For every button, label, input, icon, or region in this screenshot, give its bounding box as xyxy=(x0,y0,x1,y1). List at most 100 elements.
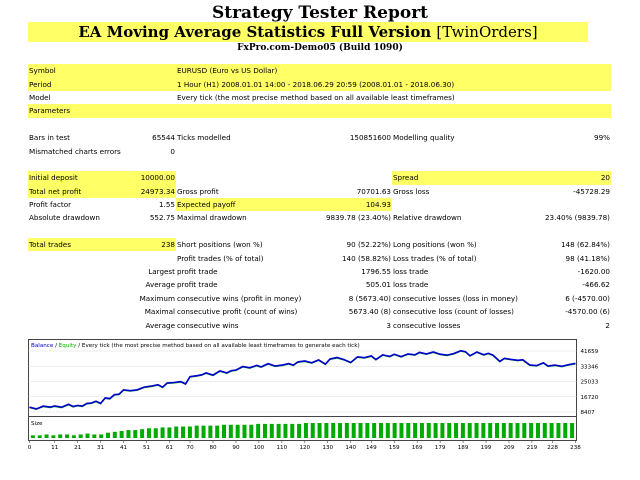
size-bar xyxy=(344,423,349,438)
size-bar xyxy=(563,423,568,438)
x-tick-label: 11 xyxy=(51,445,59,451)
size-bar xyxy=(413,423,418,438)
largest-loss-value: -1620.00 xyxy=(577,267,610,277)
mismatch-value: 0 xyxy=(170,146,175,156)
x-tick-label: 120 xyxy=(299,445,310,451)
size-bar xyxy=(549,423,554,438)
size-bar xyxy=(303,423,308,438)
size-bars xyxy=(30,423,575,438)
size-bar xyxy=(105,432,110,438)
x-tick-label: 199 xyxy=(481,445,492,451)
maximal-consecutive-loss-value: -4570.00 (6) xyxy=(565,307,610,317)
size-bar xyxy=(529,423,534,438)
bars-value: 65544 xyxy=(152,133,175,143)
size-bar xyxy=(167,427,172,438)
x-tick-label: 209 xyxy=(504,445,515,451)
size-bar xyxy=(119,430,124,438)
largest-loss-label: loss trade xyxy=(393,267,429,277)
ticks-label: Ticks modelled xyxy=(177,133,231,143)
max-consecutive-wins-label: consecutive wins (profit in money) xyxy=(177,293,302,303)
balance-line xyxy=(29,349,576,410)
size-bar xyxy=(365,423,370,438)
size-bar xyxy=(222,424,227,438)
loss-trades-label: Loss trades (% of total) xyxy=(393,253,477,263)
size-bar xyxy=(249,424,254,438)
size-bar xyxy=(406,423,411,438)
size-bar xyxy=(522,423,527,438)
size-bar xyxy=(92,434,97,438)
x-tick-label: 90 xyxy=(232,445,240,451)
maximal-row: Maximal consecutive profit (count of win… xyxy=(28,305,611,318)
drawdown-row: Absolute drawdown 552.75 Maximal drawdow… xyxy=(28,211,611,224)
size-bar xyxy=(508,423,513,438)
server-info: FxPro.com-Demo05 (Build 1090) xyxy=(237,43,403,53)
maximal-label: Maximal xyxy=(144,307,175,317)
spread-value: 20 xyxy=(542,171,611,185)
bars-label: Bars in test xyxy=(29,133,70,143)
x-tick-label: 169 xyxy=(412,445,423,451)
x-tick-label: 80 xyxy=(209,445,217,451)
maximal-consecutive-profit-label: consecutive profit (count of wins) xyxy=(177,307,298,317)
maximum-row: Maximum consecutive wins (profit in mone… xyxy=(28,292,611,305)
net-profit-row: Total net profit 24973.34 Gross profit 7… xyxy=(28,184,611,198)
bars-row: Bars in test 65544 Ticks modelled 150851… xyxy=(28,131,611,144)
largest-profit-label: profit trade xyxy=(177,267,218,277)
x-tick-label: 159 xyxy=(389,445,400,451)
size-bar xyxy=(515,423,520,438)
max-consecutive-wins-value: 8 (5673.40) xyxy=(348,293,391,303)
mismatch-label: Mismatched charts errors xyxy=(29,146,121,156)
size-bar xyxy=(570,423,575,438)
size-bar xyxy=(535,423,540,438)
legend-equity: Equity xyxy=(59,343,77,349)
size-bar xyxy=(331,423,336,438)
y-tick-label: 33346 xyxy=(581,364,599,370)
size-bar xyxy=(153,428,158,438)
modelling-quality-label: Modelling quality xyxy=(393,133,455,143)
max-consecutive-losses-value: 6 (-4570.00) xyxy=(565,293,610,303)
y-tick-label: 16720 xyxy=(581,395,599,401)
legend-separator: / xyxy=(53,343,58,349)
size-bar xyxy=(30,435,35,438)
initial-deposit-label: Initial deposit xyxy=(28,171,132,185)
model-row: Model Every tick (the most precise metho… xyxy=(28,91,611,104)
size-bar xyxy=(181,426,186,438)
avg-consecutive-losses-value: 2 xyxy=(605,320,610,330)
largest-row: Largest profit trade 1796.55 loss trade … xyxy=(28,265,611,278)
size-bar xyxy=(194,425,199,438)
average-loss-label: loss trade xyxy=(393,280,429,290)
period-value: 1 Hour (H1) 2008.01.01 14:00 - 2018.06.2… xyxy=(177,79,455,89)
expected-payoff-value: 104.93 xyxy=(321,197,392,212)
chart-legend: Balance / Equity / Every tick (the most … xyxy=(31,343,360,349)
size-bar xyxy=(262,423,267,438)
ea-tag: [TwinOrders] xyxy=(436,23,538,41)
profit-factor-row: Profit factor 1.55 Expected payoff 104.9… xyxy=(28,197,611,212)
size-bar xyxy=(269,423,274,438)
size-bar xyxy=(126,430,131,438)
size-bar xyxy=(488,423,493,438)
relative-drawdown-label: Relative drawdown xyxy=(393,213,462,223)
loss-trades-value: 98 (41.18%) xyxy=(565,253,610,263)
size-bar xyxy=(208,425,213,438)
x-tick-label: 31 xyxy=(97,445,105,451)
maximal-drawdown-value: 9839.78 (23.40%) xyxy=(325,213,391,223)
size-bar xyxy=(174,426,179,438)
size-bar xyxy=(71,435,76,438)
size-bar xyxy=(256,423,261,438)
size-bar xyxy=(372,423,377,438)
long-positions-value: 148 (62.84%) xyxy=(560,240,610,250)
average2-label: Average xyxy=(145,320,175,330)
size-bar xyxy=(133,430,138,438)
size-bar xyxy=(358,423,363,438)
gross-loss-value: -45728.29 xyxy=(573,186,610,196)
report-subtitle: EA Moving Average Statistics Full Versio… xyxy=(28,22,588,42)
size-bar xyxy=(51,435,56,438)
relative-drawdown-value: 23.40% (9839.78) xyxy=(544,213,610,223)
y-tick-label: 41659 xyxy=(581,349,599,355)
size-bar xyxy=(85,433,90,438)
size-bar xyxy=(447,423,452,438)
max-consecutive-losses-label: consecutive losses (loss in money) xyxy=(393,293,518,303)
period-row: Period 1 Hour (H1) 2008.01.01 14:00 - 20… xyxy=(28,77,611,91)
size-bar xyxy=(351,423,356,438)
x-tick-label: 149 xyxy=(366,445,377,451)
size-bar xyxy=(78,434,83,438)
